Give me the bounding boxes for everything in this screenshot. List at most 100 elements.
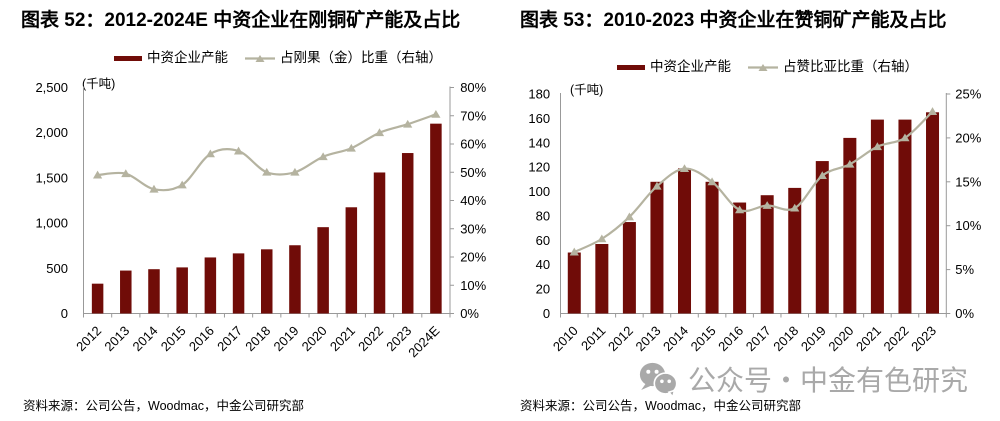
bar (788, 187, 802, 314)
x-axis-category-label: 2012 (73, 323, 104, 354)
x-axis-category-label: 2019 (798, 323, 829, 354)
bar (91, 283, 104, 314)
left-axis-tick-label: 1,000 (35, 216, 68, 231)
x-axis-category-label: 2013 (101, 323, 132, 354)
x-axis-category-label: 2018 (242, 323, 273, 354)
right-axis-tick-label: 50% (460, 165, 486, 180)
line-marker (121, 169, 131, 178)
bar (650, 181, 664, 314)
figure-52-source-note: 资料来源：公司公告，Woodmac，中金公司研究部 (23, 399, 305, 413)
figure-53-chart: 0 20 40 60 80 100 120 140 160 180 0% 5% 10% 15% 20% 25%… (528, 87, 981, 355)
bubble-eye (646, 369, 651, 374)
bar (595, 243, 609, 314)
bar (204, 257, 217, 314)
left-axis-tick-label: 80 (536, 208, 550, 223)
figure-52-legend: 中资企业产能 占刚果（金）比重（右轴） (114, 51, 442, 65)
x-axis-category-label: 2020 (825, 323, 856, 354)
bubble-eye (654, 369, 659, 374)
bar (401, 153, 414, 314)
x-axis-category-label: 2013 (633, 323, 664, 354)
x-axis-category-label: 2015 (158, 323, 189, 354)
line-marker (374, 128, 385, 137)
x-axis-category-label: 2014 (130, 323, 161, 354)
legend-triangle-marker-icon (255, 55, 265, 62)
left-axis-tick-label: 60 (536, 233, 550, 248)
bar (345, 207, 358, 314)
x-axis-category-label: 2019 (271, 323, 302, 354)
left-axis-tick-label: 2,000 (35, 125, 68, 140)
line-marker (92, 170, 103, 179)
x-axis-category-label: 2017 (214, 323, 245, 354)
left-axis-tick-label: 100 (528, 184, 550, 199)
bar (705, 181, 719, 314)
bar (232, 253, 245, 314)
figure-53-unit-label: (千吨) (570, 83, 604, 97)
figure-53-legend: 中资企业产能 占赞比亚比重（右轴） (617, 60, 918, 74)
x-axis-category-label: 2021 (327, 323, 358, 354)
line-marker (431, 109, 441, 118)
line-marker (735, 205, 745, 214)
x-axis-category-label: 2012 (605, 323, 636, 354)
x-axis-category-label: 2017 (743, 323, 774, 354)
left-axis-tick-label: 2,500 (35, 80, 68, 95)
right-axis-tick-label: 25% (955, 87, 981, 102)
left-axis-tick-label: 0 (543, 306, 550, 321)
bar (760, 195, 774, 314)
right-axis-tick-label: 10% (460, 278, 486, 293)
figure-52-chart: 0 500 1,000 1,500 2,000 2,500 0% 10% 20% 30% 40% 50… (35, 80, 486, 360)
figure-53-legend-item-bar: 中资企业产能 (617, 60, 731, 74)
right-axis-tick-label: 10% (955, 218, 981, 233)
right-axis-tick-label: 30% (460, 221, 486, 236)
figure-53-legend-item-line: 占赞比亚比重（右轴） (748, 60, 918, 74)
line-marker (927, 107, 938, 115)
bar (176, 267, 188, 314)
x-axis-category-label: 2020 (299, 323, 330, 354)
x-axis-category-label: 2011 (578, 323, 608, 353)
line-marker (762, 201, 772, 209)
line-marker (318, 152, 328, 161)
bar (567, 252, 581, 314)
line-marker (597, 234, 607, 243)
left-axis-tick-label: 500 (46, 261, 68, 276)
x-axis-category-label: 2018 (770, 323, 801, 354)
left-axis-tick-label: 120 (528, 160, 550, 175)
figure-53-title: 图表 53：2010-2023 中资企业在赞铜矿产能及占比 (520, 10, 947, 31)
bar (815, 161, 829, 314)
bubble-eye (660, 379, 664, 384)
bar-series-label: 中资企业产能 (650, 59, 731, 74)
line-marker (707, 177, 717, 186)
line-series-label: 占赞比亚比重（右轴） (783, 59, 918, 74)
right-axis-tick-label: 20% (460, 250, 486, 265)
line-marker (233, 146, 244, 155)
right-axis-tick-label: 0% (955, 306, 974, 321)
line-marker (262, 167, 272, 176)
figure-53: 图表 53：2010-2023 中资企业在赞铜矿产能及占比 中资企业产能 占赞比… (500, 0, 1000, 421)
line-marker (817, 171, 827, 180)
x-axis-category-label: 2016 (186, 323, 217, 354)
bar (289, 245, 301, 314)
right-axis-tick-label: 40% (460, 193, 486, 208)
bar-series-label: 中资企业产能 (147, 50, 228, 65)
left-axis-tick-label: 0 (61, 306, 68, 321)
bar (430, 123, 442, 314)
line-marker (177, 180, 187, 189)
left-axis-tick-label: 180 (528, 87, 550, 102)
left-axis-tick-label: 160 (528, 111, 550, 126)
bubble-eye (667, 379, 671, 384)
x-axis-category-label: 2014 (660, 323, 691, 354)
bar (120, 270, 132, 314)
line-marker (790, 203, 800, 212)
watermark-text: 公众号・中金有色研究 (688, 365, 969, 396)
line-marker (205, 149, 215, 158)
figure-52-unit-label: (千吨) (82, 77, 116, 91)
right-axis-tick-label: 0% (460, 306, 479, 321)
left-axis-tick-label: 1,500 (35, 170, 68, 185)
line-marker (624, 212, 634, 221)
bar-series-swatch (114, 55, 142, 61)
x-axis-category-label: 2022 (355, 323, 386, 354)
line-marker (872, 142, 883, 151)
bar (261, 249, 273, 314)
x-axis-category-label: 2016 (715, 323, 746, 354)
line-series-swatch (748, 64, 778, 71)
right-axis-tick-label: 60% (460, 137, 486, 152)
